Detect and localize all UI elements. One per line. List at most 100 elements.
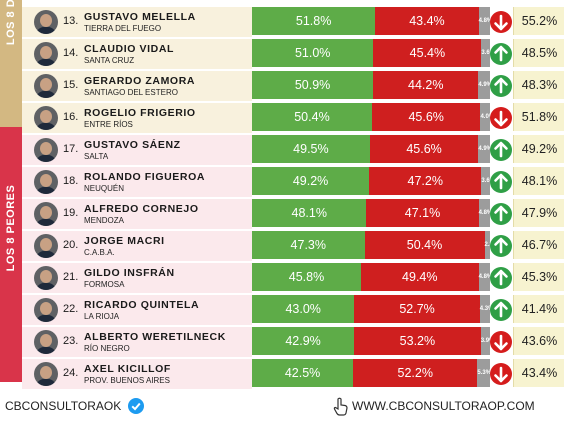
disapprove-bar-label: 52.2%	[397, 366, 433, 380]
governor-name: ROGELIO FRIGERIO	[84, 107, 196, 119]
approve-bar-label: 51.0%	[294, 46, 331, 60]
approve-bar: 42.9%	[252, 327, 355, 355]
verified-badge-icon	[128, 398, 144, 414]
rank-number: 15.	[63, 79, 79, 91]
disapprove-bar: 47.1%	[366, 199, 479, 227]
footer-handle[interactable]: CBCONSULTORAOK	[5, 399, 122, 413]
disapprove-bar-label: 53.2%	[399, 334, 436, 348]
approve-bar-label: 43.0%	[285, 302, 321, 316]
disapprove-bar: 50.4%	[364, 231, 485, 259]
approve-bar: 47.3%	[252, 231, 365, 259]
approve-bar: 51.0%	[252, 39, 374, 67]
province-name: PROV. BUENOS AIRES	[84, 376, 170, 385]
ns-nc-bar: 4.9%	[478, 135, 493, 163]
province-name: NEUQUÉN	[84, 184, 125, 193]
arrow-up-icon	[490, 139, 512, 161]
approve-bar-label: 42.9%	[285, 334, 321, 348]
approve-bar: 50.9%	[252, 71, 374, 99]
ns-nc-bar-label: 4.8%	[478, 274, 493, 280]
province-name: FORMOSA	[84, 280, 125, 289]
ns-nc-bar-label: 4.3%	[479, 306, 494, 312]
previous-value-cell: 55.2%	[513, 7, 564, 35]
province-name: SALTA	[84, 152, 109, 161]
approve-bar-label: 42.5%	[284, 366, 321, 380]
previous-value: 47.9%	[521, 206, 558, 220]
approve-bar: 42.5%	[252, 359, 354, 387]
row-background	[22, 359, 252, 389]
approve-bar: 51.8%	[252, 7, 376, 35]
table-row: 16. ROGELIO FRIGERIO ENTRE RÍOS 50.4% 45.6% 4…	[22, 103, 564, 133]
row-background	[22, 295, 252, 325]
disapprove-bar: 52.7%	[354, 295, 480, 323]
ns-nc-bar-label: 3.6%	[481, 50, 496, 56]
previous-value-cell: 48.1%	[513, 167, 564, 195]
avatar	[34, 298, 58, 322]
approve-bar-label: 50.9%	[294, 78, 331, 92]
ns-nc-bar-label: 4.0%	[480, 114, 495, 120]
province-name: SANTA CRUZ	[84, 56, 135, 65]
disapprove-bar: 52.2%	[353, 359, 478, 387]
avatar	[34, 234, 58, 258]
approve-bar-label: 51.8%	[295, 14, 332, 28]
governor-name: GERARDO ZAMORA	[84, 75, 196, 87]
ns-nc-bar-label: 4.9%	[478, 82, 493, 88]
row-background	[22, 199, 252, 229]
approve-bar-label: 49.5%	[293, 142, 329, 156]
province-name: TIERRA DEL FUEGO	[84, 24, 162, 33]
avatar	[34, 330, 58, 354]
footer-website[interactable]: WWW.CBCONSULTORAOP.COM	[352, 399, 535, 413]
disapprove-bar-label: 44.2%	[408, 78, 444, 92]
ns-nc-bar: 4.3%	[479, 295, 494, 323]
rank-number: 17.	[63, 143, 79, 155]
previous-value-cell: 47.9%	[513, 199, 564, 227]
previous-value-cell: 46.7%	[513, 231, 564, 259]
ns-nc-bar-label: 3.6%	[481, 178, 496, 184]
previous-value: 48.3%	[521, 78, 558, 92]
table-row: 22. RICARDO QUINTELA LA RIOJA 43.0% 52.7% 4.3…	[22, 295, 564, 325]
avatar	[34, 362, 58, 386]
disapprove-bar-label: 45.6%	[408, 110, 444, 124]
ns-nc-bar-label: 3.9%	[480, 338, 495, 344]
row-background	[22, 71, 252, 101]
previous-value: 41.4%	[521, 302, 558, 316]
previous-value-cell: 48.3%	[513, 71, 564, 99]
approve-bar-label: 48.1%	[291, 206, 327, 220]
table-row: 21. GILDO INSFRÁN FORMOSA 45.8% 49.4% 4.8% 45.…	[22, 263, 564, 293]
arrow-up-icon	[490, 43, 512, 65]
approve-bar-label: 45.8%	[288, 270, 325, 284]
ns-nc-bar: 4.8%	[478, 199, 492, 227]
previous-value: 43.6%	[521, 334, 558, 348]
row-background	[22, 39, 252, 69]
approve-bar-label: 49.2%	[292, 174, 329, 188]
footer: CBCONSULTORAOK WWW.CBCONSULTORAOP.COM	[0, 392, 564, 420]
previous-value: 46.7%	[521, 238, 558, 252]
bottom-section-band	[0, 127, 22, 382]
arrow-down-icon	[490, 107, 512, 129]
arrow-down-icon	[490, 331, 512, 353]
previous-value: 55.2%	[521, 14, 558, 28]
table-row: 19. ALFREDO CORNEJO MENDOZA 48.1% 47.1% 4.8% 4…	[22, 199, 564, 229]
disapprove-bar-label: 45.6%	[406, 142, 442, 156]
disapprove-bar: 53.2%	[354, 327, 481, 355]
rank-number: 16.	[63, 111, 79, 123]
ns-nc-bar: 4.0%	[480, 103, 495, 131]
ns-nc-bar-label: 4.9%	[478, 146, 493, 152]
row-background	[22, 327, 252, 357]
ns-nc-bar: 3.9%	[480, 327, 495, 355]
province-name: ENTRE RÍOS	[84, 120, 133, 129]
avatar	[34, 170, 58, 194]
top-section-label: LOS 8 D	[5, 0, 17, 46]
ns-nc-bar-label: 5.3%	[477, 370, 492, 376]
disapprove-bar: 45.4%	[373, 39, 482, 67]
table-row: 15. GERARDO ZAMORA SANTIAGO DEL ESTERO 50.9…	[22, 71, 564, 101]
disapprove-bar: 49.4%	[361, 263, 479, 291]
row-background	[22, 231, 252, 261]
disapprove-bar: 45.6%	[369, 135, 479, 163]
approve-bar: 49.5%	[252, 135, 370, 163]
disapprove-bar: 43.4%	[375, 7, 479, 35]
table-row: 14. CLAUDIO VIDAL SANTA CRUZ 51.0% 45.4% 3.6%…	[22, 39, 564, 69]
previous-value-cell: 43.4%	[513, 359, 564, 387]
ns-nc-bar-label: 4.8%	[478, 18, 493, 24]
disapprove-bar-label: 49.4%	[402, 270, 438, 284]
